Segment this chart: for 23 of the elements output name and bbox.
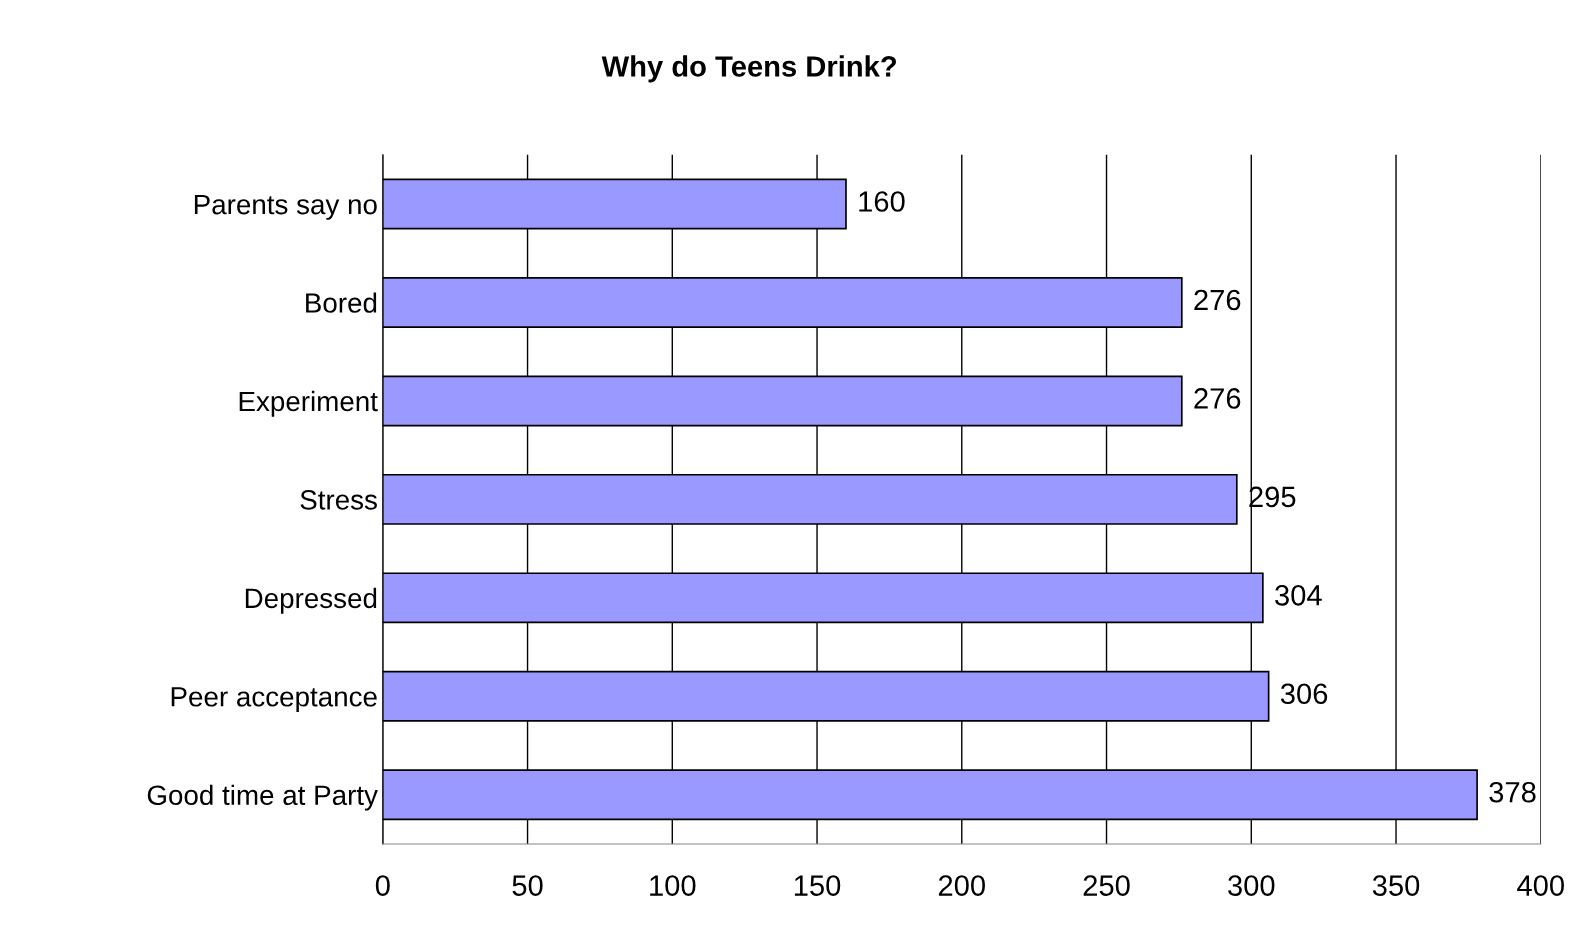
data-label: 304 bbox=[1275, 585, 1322, 606]
x-tick-label: 150 bbox=[794, 875, 841, 896]
data-label: 276 bbox=[1194, 388, 1241, 409]
chart-title: Why do Teens Drink? bbox=[601, 55, 896, 83]
y-tick-label: Bored bbox=[306, 292, 377, 313]
data-label: 378 bbox=[1489, 781, 1536, 803]
x-tick-label: 250 bbox=[1083, 875, 1130, 896]
x-tick-label: 200 bbox=[938, 875, 985, 896]
y-tick-label: Peer acceptance bbox=[171, 687, 377, 713]
data-label: 160 bbox=[859, 191, 905, 212]
y-tick-label: Good time at Party bbox=[147, 784, 378, 811]
x-tick-label: 350 bbox=[1372, 875, 1420, 896]
x-tick-label: 100 bbox=[650, 875, 696, 896]
y-tick-label: Depressed bbox=[245, 587, 377, 614]
x-tick-label: 300 bbox=[1228, 875, 1275, 896]
y-tick-label: Parents say no bbox=[194, 194, 377, 220]
x-tick-label: 400 bbox=[1517, 875, 1564, 896]
data-label: 306 bbox=[1280, 683, 1328, 705]
y-tick-label: Experiment bbox=[239, 390, 378, 417]
data-label: 276 bbox=[1194, 289, 1241, 311]
x-tick-label: 0 bbox=[375, 875, 390, 896]
x-tick-label: 50 bbox=[512, 875, 543, 896]
y-tick-label: Stress bbox=[300, 490, 377, 510]
